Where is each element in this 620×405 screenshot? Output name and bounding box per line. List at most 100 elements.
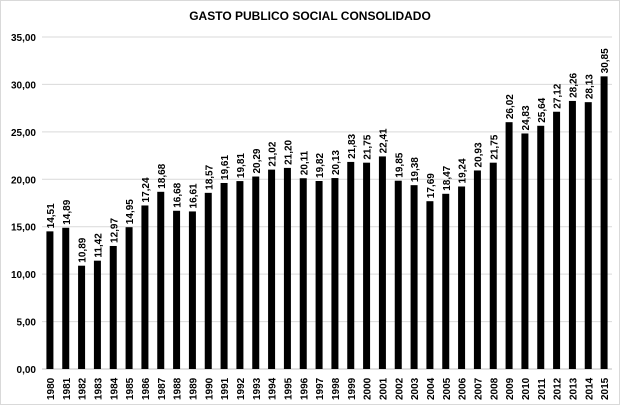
x-tick-label: 1998 <box>331 377 342 400</box>
y-tick-label: 0,00 <box>17 365 37 376</box>
bar <box>521 133 529 369</box>
x-tick-label: 2007 <box>473 377 484 400</box>
bar <box>505 122 513 369</box>
data-label: 11,42 <box>93 233 104 258</box>
bar <box>426 201 434 369</box>
data-label: 27,12 <box>553 83 564 108</box>
x-tick-label: 1983 <box>93 377 104 400</box>
y-tick-label: 20,00 <box>11 175 36 186</box>
x-tick-label: 1996 <box>299 377 310 400</box>
bar <box>489 162 497 369</box>
bar <box>331 178 339 369</box>
data-label: 16,68 <box>173 182 184 207</box>
y-tick-label: 5,00 <box>17 318 37 329</box>
bar <box>188 211 196 369</box>
x-tick-label: 1986 <box>141 377 152 400</box>
bar <box>141 205 149 369</box>
bar <box>473 170 481 369</box>
bar <box>537 125 545 369</box>
x-tick-label: 1992 <box>236 377 247 400</box>
data-label: 24,83 <box>521 105 532 130</box>
bar <box>252 176 260 369</box>
bar <box>347 161 355 369</box>
bar <box>93 260 101 369</box>
data-label: 10,89 <box>78 237 89 262</box>
data-label: 19,81 <box>236 153 247 178</box>
data-label: 21,02 <box>268 141 279 166</box>
data-label: 21,20 <box>283 139 294 164</box>
bar <box>299 178 307 369</box>
x-tick-label: 2001 <box>378 377 389 400</box>
x-tick-label: 1981 <box>62 377 73 400</box>
x-tick-label: 2008 <box>489 377 500 400</box>
data-label: 19,85 <box>394 152 405 177</box>
data-label: 19,38 <box>410 157 421 182</box>
data-label: 18,57 <box>204 164 215 189</box>
data-label: 19,82 <box>315 153 326 178</box>
x-tick-label: 1995 <box>283 377 294 400</box>
bar <box>458 186 466 369</box>
x-tick-label: 2009 <box>505 377 516 400</box>
bar <box>236 181 244 369</box>
y-tick-label: 15,00 <box>11 223 36 234</box>
x-tick-label: 1980 <box>46 377 57 400</box>
bar <box>600 76 608 369</box>
y-tick-label: 10,00 <box>11 270 36 281</box>
x-tick-label: 1997 <box>315 377 326 400</box>
data-label: 14,89 <box>62 199 73 224</box>
data-label: 20,93 <box>473 142 484 167</box>
bar <box>220 182 228 369</box>
bar <box>553 111 561 369</box>
x-tick-label: 2010 <box>521 377 532 400</box>
bar <box>568 100 576 369</box>
x-tick-label: 1993 <box>252 377 263 400</box>
data-label: 22,41 <box>378 128 389 153</box>
data-label: 18,68 <box>157 163 168 188</box>
data-label: 18,47 <box>442 165 453 190</box>
bar <box>442 193 450 369</box>
y-tick-label: 35,00 <box>11 33 36 44</box>
data-label: 26,02 <box>505 94 516 119</box>
bar <box>410 185 418 369</box>
x-tick-label: 1991 <box>220 377 231 400</box>
data-label: 20,11 <box>299 150 310 175</box>
bar <box>315 180 323 369</box>
bar <box>283 167 291 369</box>
data-label: 21,83 <box>347 133 358 158</box>
data-label: 14,95 <box>125 199 136 224</box>
bar <box>394 180 402 369</box>
data-label: 20,13 <box>331 150 342 175</box>
x-tick-label: 2012 <box>553 377 564 400</box>
x-tick-label: 1988 <box>173 377 184 400</box>
data-label: 25,64 <box>537 97 548 122</box>
x-tick-label: 1984 <box>109 377 120 400</box>
x-tick-label: 1982 <box>78 377 89 400</box>
bar <box>584 102 592 369</box>
bar <box>78 265 86 369</box>
x-tick-label: 1987 <box>157 377 168 400</box>
data-label: 28,13 <box>584 74 595 99</box>
chart-title: GASTO PUBLICO SOCIAL CONSOLIDADO <box>189 9 431 23</box>
bar <box>157 191 165 369</box>
x-tick-label: 2003 <box>410 377 421 400</box>
y-tick-label: 25,00 <box>11 128 36 139</box>
x-tick-label: 2002 <box>394 377 405 400</box>
bar <box>378 156 386 369</box>
x-tick-label: 2015 <box>600 377 611 400</box>
data-label: 28,26 <box>568 72 579 97</box>
bar <box>125 227 133 369</box>
data-label: 17,24 <box>141 177 152 202</box>
data-label: 17,69 <box>426 173 437 198</box>
x-tick-label: 1994 <box>268 377 279 400</box>
bar <box>363 162 371 369</box>
y-tick-label: 30,00 <box>11 80 36 91</box>
x-tick-label: 2004 <box>426 377 437 400</box>
bar <box>173 210 181 369</box>
bar <box>204 192 212 369</box>
data-label: 21,75 <box>489 134 500 159</box>
bar <box>62 227 70 369</box>
data-label: 16,61 <box>188 183 199 208</box>
bar <box>268 169 276 369</box>
x-tick-label: 2000 <box>363 377 374 400</box>
